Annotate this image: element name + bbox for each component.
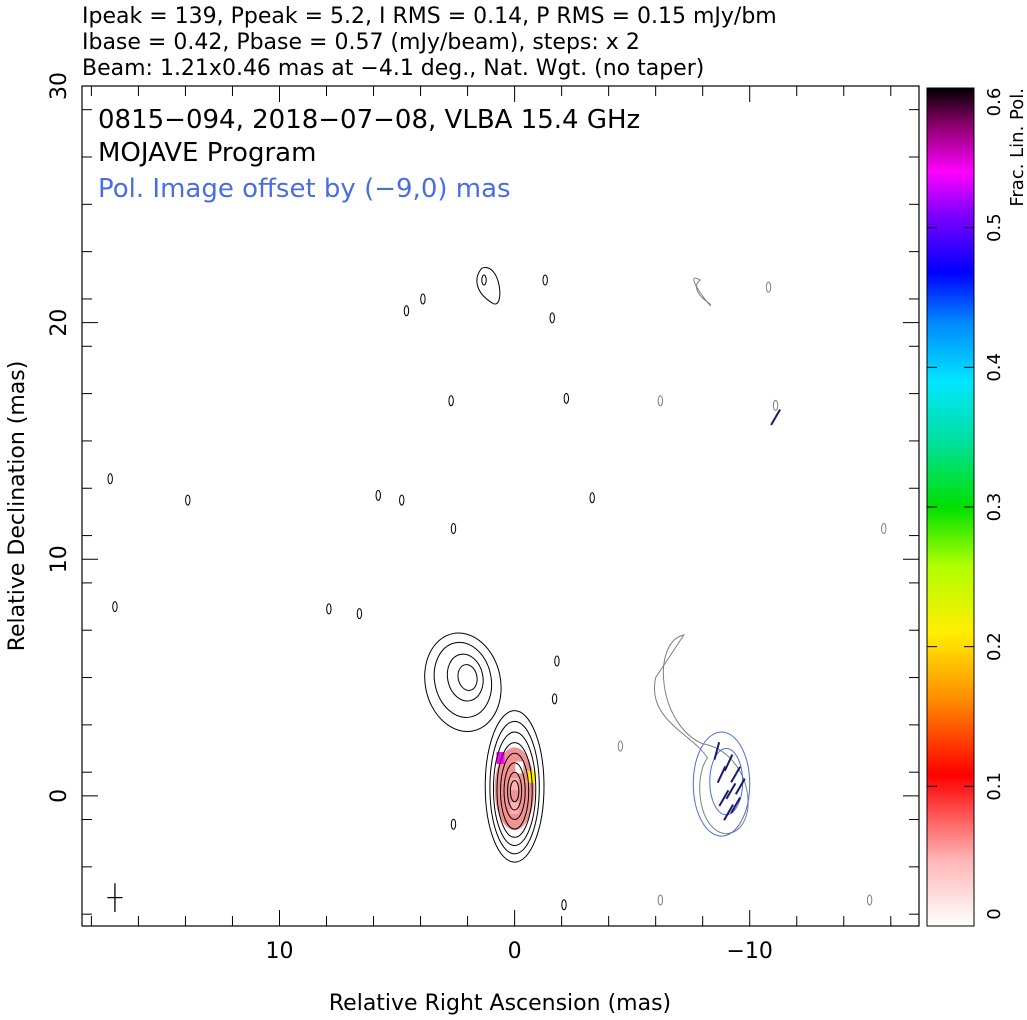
noise-contour [375,489,381,501]
fpol-pixel [510,778,519,791]
colorbar-tick-label: 0.4 [984,353,1005,382]
y-tick-label: 30 [47,72,72,100]
core-contour [503,762,526,821]
colorbar-tick-label: 0.3 [984,493,1005,522]
x-tick-label: 10 [265,939,293,964]
colorbar-tick-label: 0.5 [984,213,1005,242]
jet-knot-contour [476,267,501,305]
header-line-3: Beam: 1.21x0.46 mas at −4.1 deg., Nat. W… [82,56,704,81]
fpol-pixel [527,770,536,783]
jet-contour [424,632,502,733]
core-contour [509,779,520,803]
evpa-vector [725,782,737,800]
core-contour [496,742,533,838]
pol-intensity-contour [692,731,751,837]
noise-contour [657,894,664,906]
noise-contour [563,392,570,404]
program-annotation: MOJAVE Program [98,138,316,168]
noise-contour [448,395,454,407]
evpa-vector [713,741,721,760]
core-contour [507,771,523,811]
colorbar-tick-label: 0 [984,908,1005,919]
pol-offset-contour [653,634,749,835]
noise-contour [657,395,664,407]
noise-contour [403,305,410,317]
colorbar-ticks: 0 0.1 0.2 0.3 0.4 0.5 0.6 [927,87,1005,927]
noise-contour [450,818,457,830]
pol-offset-contour [693,277,712,307]
jet-contour [446,653,484,702]
evpa-vector [730,766,741,783]
evpa-vector [730,797,741,814]
noise-contour [772,399,779,411]
colorbar-tick-label: 0.6 [984,88,1005,117]
noise-contour [554,655,560,667]
noise-contour [399,494,405,506]
offset-note: Pol. Image offset by (−9,0) mas [98,174,511,204]
noise-contour [765,281,772,293]
axis-ticks: 10 0 −10 0 10 20 30 [47,72,919,964]
colorbar-title: Frac. Lin. Pol. [1007,88,1027,207]
x-tick-label: 0 [508,939,522,964]
fpol-pixel [496,752,505,764]
core-contour [484,710,545,863]
core-contour [489,720,540,855]
evpa-vector [716,765,727,784]
noise-contour [356,608,363,620]
header-line-2: Ibase = 0.42, Pbase = 0.57 (mJy/beam), s… [82,30,640,55]
header-line-1: Ipeak = 139, Ppeak = 5.2, I RMS = 0.14, … [82,4,777,29]
noise-contour [107,473,113,485]
evpa-vector [723,804,734,821]
fpol-pixel [510,801,519,814]
fpol-pixel [515,761,524,774]
y-tick-label: 20 [47,309,72,337]
noise-contour [549,312,555,324]
noise-contour [420,293,426,305]
noise-contour [450,522,457,534]
noise-contour [185,494,191,506]
jet-contour [457,664,478,691]
noise-contour [881,522,887,534]
colorbar-tick-label: 0.2 [984,632,1005,661]
core-contour [500,752,530,830]
noise-contour [326,603,332,615]
x-axis-title: Relative Right Ascension (mas) [329,991,671,1016]
evpa-vector [734,778,746,795]
noise-contour [589,492,595,504]
evpa-vector [770,408,781,426]
noise-contour [112,601,118,613]
plot-frame [81,85,920,927]
core-contour [492,731,537,847]
noise-contour [617,740,624,752]
jet-contour [433,641,493,718]
map-data-layer [107,267,887,912]
y-tick-label: 0 [47,789,72,803]
noise-contour [542,274,548,286]
source-annotation: 0815−094, 2018−07−08, VLBA 15.4 GHz [98,105,640,135]
noise-contour [551,693,558,705]
evpa-vector [718,789,730,807]
noise-contour [481,274,487,286]
noise-contour [866,894,873,906]
colorbar-tick-label: 0.1 [984,772,1005,801]
noise-contour [561,899,567,911]
y-axis-title: Relative Declination (mas) [5,361,30,652]
x-tick-label: −10 [727,939,773,964]
evpa-vector [723,754,734,772]
y-tick-label: 10 [47,545,72,573]
